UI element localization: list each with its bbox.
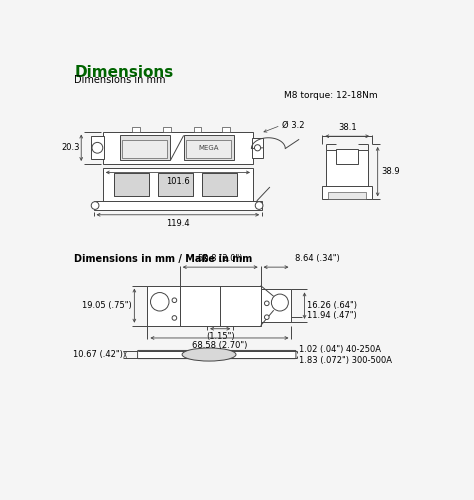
Bar <box>147 286 180 326</box>
Circle shape <box>172 298 177 302</box>
Text: Dimensions in mm: Dimensions in mm <box>74 76 166 86</box>
Bar <box>183 136 234 160</box>
Text: 20.3: 20.3 <box>61 144 80 152</box>
Bar <box>322 186 372 200</box>
Bar <box>132 127 140 132</box>
Ellipse shape <box>182 348 236 361</box>
Text: 50.8 (2.0"): 50.8 (2.0") <box>198 254 243 264</box>
Bar <box>103 132 253 164</box>
Bar <box>326 150 368 187</box>
Text: Dimensions in mm / Maße in mm: Dimensions in mm / Maße in mm <box>74 254 253 264</box>
Text: 38.9: 38.9 <box>382 167 400 176</box>
Bar <box>120 136 170 160</box>
Bar <box>163 127 171 132</box>
Bar <box>103 168 253 202</box>
Text: (1.15"): (1.15") <box>206 332 235 341</box>
Bar <box>186 140 231 158</box>
Text: 38.1: 38.1 <box>338 122 356 132</box>
Text: 16.26 (.64"): 16.26 (.64") <box>307 301 357 310</box>
Bar <box>252 138 263 158</box>
Text: MEGA: MEGA <box>199 145 219 151</box>
Bar <box>202 173 237 197</box>
FancyBboxPatch shape <box>137 350 296 358</box>
Bar <box>336 148 358 164</box>
Text: 68.58 (2.70"): 68.58 (2.70") <box>192 341 247 350</box>
Circle shape <box>264 301 269 306</box>
Circle shape <box>255 144 261 151</box>
Text: 119.4: 119.4 <box>166 220 190 228</box>
Text: 8.64 (.34"): 8.64 (.34") <box>294 254 339 264</box>
Bar <box>91 136 103 160</box>
Bar <box>93 201 262 210</box>
Circle shape <box>272 294 288 311</box>
Bar <box>194 127 201 132</box>
Bar <box>261 290 292 322</box>
Text: 1.83 (.072") 300-500A: 1.83 (.072") 300-500A <box>299 356 392 365</box>
Circle shape <box>255 202 263 209</box>
Text: 10.67 (.42"): 10.67 (.42") <box>73 350 123 359</box>
Text: 19.05 (.75"): 19.05 (.75") <box>82 301 132 310</box>
Text: Dimensions: Dimensions <box>74 66 173 80</box>
Text: 1.02 (.04") 40-250A: 1.02 (.04") 40-250A <box>299 345 381 354</box>
Text: M8 torque: 12-18Nm: M8 torque: 12-18Nm <box>284 91 377 100</box>
Bar <box>180 286 261 326</box>
Bar <box>222 127 230 132</box>
Circle shape <box>172 316 177 320</box>
Circle shape <box>151 292 169 311</box>
Bar <box>328 192 366 200</box>
Circle shape <box>264 315 269 320</box>
Bar <box>122 140 167 158</box>
Bar <box>158 173 193 197</box>
Circle shape <box>92 142 103 153</box>
Text: 101.6: 101.6 <box>166 177 190 186</box>
Text: 11.94 (.47"): 11.94 (.47") <box>307 311 356 320</box>
Bar <box>114 173 149 197</box>
Circle shape <box>91 202 99 209</box>
Text: Ø 3.2: Ø 3.2 <box>282 121 305 130</box>
